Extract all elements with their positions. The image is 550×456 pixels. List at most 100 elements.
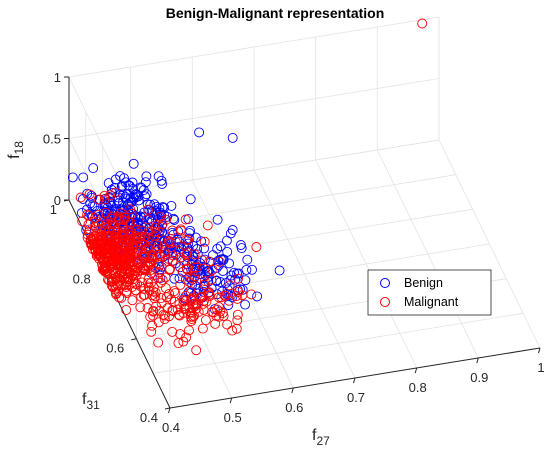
- data-point-malignant: [189, 310, 199, 321]
- data-point-malignant: [83, 210, 94, 221]
- data-point-malignant: [142, 214, 153, 225]
- data-point-benign: [274, 265, 285, 276]
- x-tick-label: 0.8: [409, 380, 427, 395]
- data-point-benign: [78, 172, 89, 183]
- data-point-benign: [211, 276, 222, 287]
- data-point-benign: [78, 194, 88, 204]
- data-point-malignant: [153, 317, 164, 328]
- data-point-benign: [142, 199, 153, 210]
- data-point-malignant: [199, 279, 210, 290]
- data-point-benign: [133, 195, 144, 206]
- data-point-malignant: [103, 274, 113, 285]
- data-point-malignant: [126, 241, 137, 252]
- data-point-malignant: [161, 214, 172, 225]
- data-point-benign: [151, 209, 162, 220]
- data-point-malignant: [224, 280, 235, 291]
- data-point-malignant: [110, 272, 121, 283]
- data-point-benign: [195, 269, 206, 279]
- data-point-benign: [140, 177, 151, 188]
- x-tick-label: 1: [537, 360, 544, 375]
- data-point-malignant: [227, 325, 238, 336]
- data-point-benign: [141, 171, 152, 182]
- data-point-malignant: [144, 285, 155, 296]
- data-point-benign: [194, 127, 205, 138]
- data-point-malignant: [111, 288, 122, 299]
- data-point-malignant: [169, 286, 180, 297]
- data-point-malignant: [109, 240, 120, 251]
- data-point-malignant: [112, 224, 123, 235]
- data-point-malignant: [93, 210, 104, 221]
- y-tick-mark: [131, 338, 137, 341]
- data-point-malignant: [167, 306, 178, 317]
- data-point-malignant: [123, 259, 134, 270]
- data-point-malignant: [154, 211, 165, 222]
- series-malignant: [75, 18, 428, 356]
- data-point-malignant: [149, 231, 160, 242]
- data-point-malignant: [199, 236, 210, 247]
- data-point-malignant: [162, 303, 173, 314]
- data-point-benign: [174, 241, 185, 252]
- data-point-benign: [106, 201, 117, 211]
- data-point-malignant: [213, 292, 224, 303]
- data-points: [67, 18, 428, 356]
- data-point-malignant: [130, 285, 141, 296]
- data-point-benign: [119, 173, 129, 184]
- data-point-malignant: [150, 227, 161, 237]
- data-point-malignant: [197, 323, 208, 334]
- x-tick-mark: [291, 387, 294, 394]
- data-point-benign: [116, 182, 127, 193]
- data-point-malignant: [156, 293, 167, 304]
- data-point-benign: [212, 214, 223, 225]
- data-point-malignant: [121, 242, 132, 253]
- x-tick-label: 0.9: [470, 370, 488, 385]
- data-point-malignant: [153, 240, 163, 251]
- data-point-benign: [132, 189, 143, 200]
- data-point-malignant: [207, 264, 218, 275]
- data-point-malignant: [204, 256, 215, 267]
- data-point-malignant: [154, 249, 165, 260]
- data-point-benign: [221, 235, 232, 246]
- data-point-benign: [186, 287, 196, 298]
- y-axis-label-main: f: [82, 391, 87, 408]
- data-point-malignant: [251, 242, 262, 252]
- x-axis-label-main: f: [312, 427, 317, 444]
- z-axis-label: f18: [6, 141, 26, 159]
- floor-grid-line: [153, 312, 524, 374]
- data-point-malignant: [153, 337, 164, 348]
- data-point-benign: [174, 273, 185, 284]
- data-point-malignant: [152, 220, 162, 231]
- data-point-malignant: [214, 311, 224, 322]
- data-point-malignant: [82, 209, 93, 220]
- data-point-malignant: [116, 251, 127, 262]
- legend-marker-benign: [380, 278, 390, 288]
- data-point-malignant: [121, 281, 132, 292]
- data-point-malignant: [417, 18, 428, 29]
- data-point-benign: [196, 236, 207, 247]
- data-point-benign: [225, 274, 236, 285]
- data-point-malignant: [224, 295, 235, 306]
- data-point-malignant: [113, 286, 124, 297]
- data-point-malignant: [132, 279, 143, 290]
- x-tick-label: 0.5: [224, 410, 242, 425]
- data-point-malignant: [199, 276, 210, 287]
- legend-label-malignant: Malignant: [404, 295, 459, 309]
- data-point-malignant: [180, 214, 191, 225]
- data-point-malignant: [215, 306, 226, 317]
- x-tick-mark: [168, 407, 171, 414]
- data-point-malignant: [203, 287, 214, 298]
- data-point-malignant: [206, 274, 217, 285]
- data-point-malignant: [214, 256, 225, 267]
- data-point-malignant: [99, 194, 110, 205]
- data-point-malignant: [143, 233, 154, 244]
- data-point-malignant: [95, 231, 106, 242]
- y-axis-label: f31: [82, 391, 100, 412]
- data-point-benign: [128, 158, 139, 169]
- data-point-benign: [81, 225, 92, 236]
- x-tick-mark: [414, 367, 418, 374]
- data-point-malignant: [108, 273, 119, 284]
- z-axis-label-sub: 18: [12, 141, 26, 155]
- x-tick-label: 0.7: [347, 390, 365, 405]
- data-point-malignant: [189, 262, 200, 273]
- data-point-benign: [227, 225, 238, 235]
- data-point-benign: [207, 250, 218, 261]
